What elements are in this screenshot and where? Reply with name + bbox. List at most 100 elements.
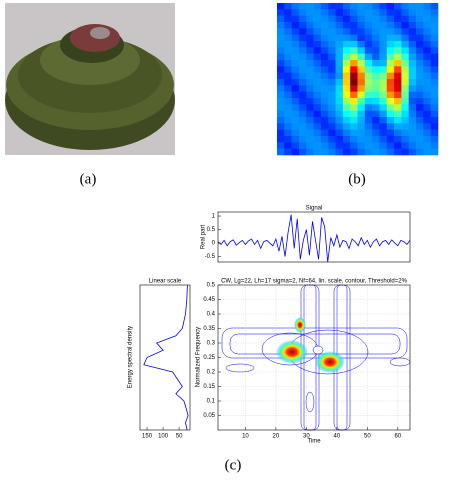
heat-cell xyxy=(299,28,307,35)
x-tick-label: 40 xyxy=(334,434,341,440)
heat-cell xyxy=(431,92,439,99)
heat-cell xyxy=(401,54,409,61)
y-tick-label: 0.5 xyxy=(207,227,216,233)
heat-cell xyxy=(365,41,373,48)
heat-cell xyxy=(299,92,307,99)
heat-cell xyxy=(394,54,402,61)
heat-cell xyxy=(379,47,387,54)
heat-cell xyxy=(292,117,300,124)
heat-cell xyxy=(343,142,351,149)
heat-cell xyxy=(416,9,424,16)
heat-cell xyxy=(409,149,417,156)
heat-cell xyxy=(394,9,402,16)
heat-cell xyxy=(277,98,285,105)
heat-cell xyxy=(343,66,351,73)
heat-cell xyxy=(350,130,358,137)
heat-cell xyxy=(372,104,380,111)
heat-cell xyxy=(372,73,380,80)
heat-cell xyxy=(314,35,322,42)
heat-cell xyxy=(365,22,373,29)
heat-cell xyxy=(277,28,285,35)
heat-cell xyxy=(401,41,409,48)
heat-cell xyxy=(409,60,417,67)
heat-cell xyxy=(328,35,336,42)
heat-cell xyxy=(365,16,373,23)
heat-cell xyxy=(277,149,285,156)
heat-cell xyxy=(336,41,344,48)
heat-cell xyxy=(306,9,314,16)
heat-cell xyxy=(365,66,373,73)
heat-cell xyxy=(343,16,351,23)
heat-cell xyxy=(350,117,358,124)
heat-cell xyxy=(314,85,322,92)
heat-cell xyxy=(387,66,395,73)
x-tick-label: 60 xyxy=(394,434,401,440)
heat-cell xyxy=(387,60,395,67)
heat-cell xyxy=(379,79,387,86)
heat-cell xyxy=(416,85,424,92)
heat-cell xyxy=(372,98,380,105)
heat-cell xyxy=(416,92,424,99)
heat-cell xyxy=(306,111,314,118)
heat-cell xyxy=(321,123,329,130)
heat-cell xyxy=(387,142,395,149)
heat-cell xyxy=(306,130,314,137)
heat-cell xyxy=(379,130,387,137)
heat-cell xyxy=(277,73,285,80)
heat-cell xyxy=(394,111,402,118)
heat-cell xyxy=(379,73,387,80)
heat-cell xyxy=(394,136,402,143)
heat-cell xyxy=(321,35,329,42)
heat-cell xyxy=(299,60,307,67)
heat-cell xyxy=(328,111,336,118)
heat-cell xyxy=(365,136,373,143)
heat-cell xyxy=(277,60,285,67)
heat-cell xyxy=(394,22,402,29)
heat-cell xyxy=(423,85,431,92)
heat-cell xyxy=(431,28,439,35)
heat-cell xyxy=(336,85,344,92)
heat-cell xyxy=(336,3,344,10)
heat-cell xyxy=(358,111,366,118)
heat-cell xyxy=(306,92,314,99)
heat-cell xyxy=(350,142,358,149)
heat-cell xyxy=(358,85,366,92)
heat-cell xyxy=(394,3,402,10)
heat-cell xyxy=(431,79,439,86)
heat-cell xyxy=(314,149,322,156)
heat-cell xyxy=(358,136,366,143)
heat-cell xyxy=(299,85,307,92)
heat-cell xyxy=(379,16,387,23)
heat-cell xyxy=(423,117,431,124)
heat-cell xyxy=(299,142,307,149)
heat-cell xyxy=(292,47,300,54)
heat-cell xyxy=(336,35,344,42)
heat-cell xyxy=(284,47,292,54)
heat-cell xyxy=(292,60,300,67)
heat-cell xyxy=(321,85,329,92)
heat-cell xyxy=(306,3,314,10)
heat-cell xyxy=(401,92,409,99)
heat-cell xyxy=(328,3,336,10)
heat-cell xyxy=(284,22,292,29)
heat-cell xyxy=(284,98,292,105)
heat-cell xyxy=(277,130,285,137)
heat-cell xyxy=(343,35,351,42)
heat-cell xyxy=(314,123,322,130)
heat-cell xyxy=(299,130,307,137)
heat-cell xyxy=(321,142,329,149)
heat-cell xyxy=(314,130,322,137)
heat-cell xyxy=(314,54,322,61)
heat-cell xyxy=(350,136,358,143)
heat-cell xyxy=(431,142,439,149)
heat-cell xyxy=(343,136,351,143)
heat-cell xyxy=(314,66,322,73)
heat-cell xyxy=(292,3,300,10)
heat-cell xyxy=(343,28,351,35)
heat-cell xyxy=(372,35,380,42)
heat-cell xyxy=(416,73,424,80)
heat-cell xyxy=(358,123,366,130)
heat-cell xyxy=(343,60,351,67)
heat-cell xyxy=(343,123,351,130)
heat-cell xyxy=(277,117,285,124)
